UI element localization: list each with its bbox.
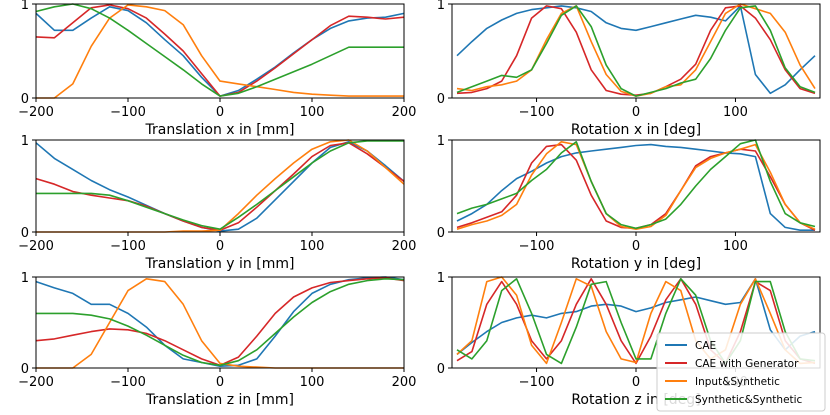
- x-tick-label: −200: [18, 375, 54, 390]
- x-tick-label: −100: [110, 239, 146, 254]
- series-line-synthetic-synthetic: [35, 3, 404, 97]
- x-tick-label: −100: [110, 375, 146, 390]
- x-tick-label: 0: [216, 239, 224, 254]
- series-line-cae-with-generator: [35, 142, 405, 231]
- x-tick-label: 0: [216, 375, 224, 390]
- y-tick-label: 0: [437, 362, 445, 377]
- x-tick-label: 100: [300, 375, 325, 390]
- x-axis-label: Translation y in [mm]: [145, 256, 295, 272]
- series-line-cae-with-generator: [35, 277, 405, 367]
- series-line-cae: [456, 5, 816, 95]
- series-line-cae: [35, 141, 405, 232]
- subplot-translation-y-in-mm: −200 −100 0 100 200 0 1 Translation y in [mm]: [18, 134, 416, 272]
- x-tick-label: 0: [632, 239, 640, 254]
- x-axis-label: Rotation y in [deg]: [571, 256, 701, 272]
- y-tick-label: 1: [437, 134, 445, 149]
- series-line-cae: [456, 143, 815, 231]
- x-tick-label: 100: [723, 105, 748, 120]
- x-tick-label: 100: [300, 239, 325, 254]
- legend: CAE CAE with Generator Input&Synthetic Synt…: [656, 332, 826, 412]
- series-line-synthetic-synthetic: [36, 277, 405, 367]
- series-line-cae: [35, 6, 405, 97]
- x-tick-label: 100: [723, 239, 748, 254]
- series-line-synthetic-synthetic: [456, 277, 816, 365]
- y-tick-label: 1: [437, 0, 445, 13]
- x-tick-label: 200: [392, 239, 417, 254]
- x-tick-label: −200: [18, 239, 54, 254]
- subplot-rotation-y-in-deg: −100 0 100 0 1 Rotation y in [deg]: [437, 134, 821, 272]
- x-tick-label: 200: [392, 105, 417, 120]
- x-axis-label: Translation x in [mm]: [145, 122, 295, 138]
- y-tick-label: 1: [21, 134, 29, 149]
- x-tick-label: −100: [519, 375, 555, 390]
- legend-label-cae: CAE: [695, 340, 716, 352]
- x-axis-label: Translation z in [mm]: [145, 392, 294, 408]
- subplot-translation-z-in-mm: −200 −100 0 100 200 0 1 Translation z in [mm]: [18, 271, 416, 408]
- y-tick-label: 0: [21, 92, 29, 107]
- series-line-synthetic-synthetic: [36, 140, 404, 230]
- series-line-input-synthetic: [36, 139, 405, 233]
- x-tick-label: 0: [632, 375, 640, 390]
- x-tick-label: 100: [300, 105, 325, 120]
- subplot-rotation-x-in-deg: −100 0 100 0 1 Rotation x in [deg]: [437, 0, 821, 138]
- y-tick-label: 0: [21, 226, 29, 241]
- series-line-input-synthetic: [36, 277, 404, 369]
- x-tick-label: −100: [110, 105, 146, 120]
- legend-frame: [656, 332, 826, 412]
- x-tick-label: 200: [392, 375, 417, 390]
- series-line-input-synthetic: [456, 141, 816, 230]
- x-tick-label: 0: [216, 105, 224, 120]
- x-tick-label: −100: [519, 239, 555, 254]
- y-tick-label: 0: [437, 92, 445, 107]
- x-tick-label: −200: [18, 105, 54, 120]
- axes-frame: [35, 139, 405, 233]
- legend-label-synthetic-synthetic: Synthetic&Synthetic: [695, 394, 803, 406]
- x-axis-label: Rotation x in [deg]: [571, 122, 701, 138]
- y-tick-label: 1: [437, 271, 445, 286]
- legend-label-cae-with-generator: CAE with Generator: [695, 358, 799, 370]
- subplot-translation-x-in-mm: −200 −100 0 100 200 0 1 Translation x in [mm]: [18, 0, 416, 138]
- series-line-cae-with-generator: [456, 5, 816, 96]
- series-line-input-synthetic: [36, 4, 404, 99]
- x-tick-label: 0: [632, 105, 640, 120]
- y-tick-label: 0: [21, 362, 29, 377]
- x-tick-label: −100: [519, 105, 555, 120]
- legend-label-input-synthetic: Input&Synthetic: [695, 376, 780, 388]
- y-tick-label: 1: [21, 0, 29, 13]
- y-tick-label: 1: [21, 271, 29, 286]
- y-tick-label: 0: [437, 226, 445, 241]
- series-line-input-synthetic: [456, 276, 816, 365]
- series-line-synthetic-synthetic: [456, 5, 816, 97]
